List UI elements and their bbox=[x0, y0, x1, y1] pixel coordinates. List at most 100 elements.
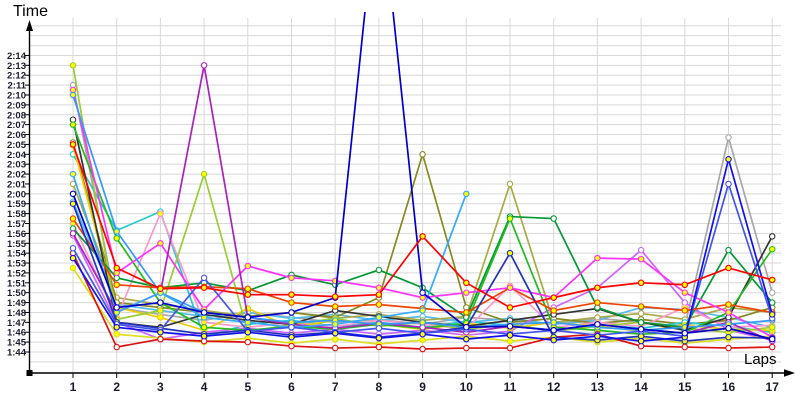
data-point[interactable] bbox=[375, 325, 383, 332]
data-point[interactable] bbox=[69, 244, 77, 252]
data-point[interactable] bbox=[637, 337, 645, 345]
data-point[interactable] bbox=[244, 285, 252, 292]
data-point[interactable] bbox=[331, 335, 339, 343]
data-point[interactable] bbox=[768, 311, 776, 318]
data-point[interactable] bbox=[157, 240, 164, 247]
data-point[interactable] bbox=[331, 293, 339, 300]
data-point[interactable] bbox=[244, 338, 252, 346]
data-point[interactable] bbox=[725, 301, 732, 308]
data-point[interactable] bbox=[288, 291, 295, 298]
data-point[interactable] bbox=[725, 264, 732, 272]
data-point[interactable] bbox=[506, 180, 514, 188]
data-point[interactable] bbox=[69, 170, 77, 178]
data-point[interactable] bbox=[419, 151, 426, 158]
data-point[interactable] bbox=[768, 276, 776, 284]
data-point[interactable] bbox=[725, 309, 732, 316]
data-point[interactable] bbox=[594, 284, 601, 291]
data-point[interactable] bbox=[550, 327, 557, 334]
data-point[interactable] bbox=[768, 233, 776, 240]
data-point[interactable] bbox=[419, 307, 426, 314]
data-point[interactable] bbox=[288, 274, 295, 282]
data-point[interactable] bbox=[375, 284, 383, 291]
data-point[interactable] bbox=[637, 246, 645, 254]
data-point[interactable] bbox=[506, 331, 514, 339]
data-point[interactable] bbox=[419, 233, 426, 240]
data-point[interactable] bbox=[244, 291, 252, 298]
data-point[interactable] bbox=[681, 307, 689, 314]
data-point[interactable] bbox=[681, 289, 689, 296]
data-point[interactable] bbox=[637, 326, 645, 333]
data-point[interactable] bbox=[419, 336, 426, 344]
data-point[interactable] bbox=[375, 266, 383, 274]
data-point[interactable] bbox=[244, 314, 252, 321]
data-point[interactable] bbox=[463, 289, 470, 296]
data-point[interactable] bbox=[331, 344, 339, 352]
data-point[interactable] bbox=[506, 284, 514, 291]
data-point[interactable] bbox=[725, 246, 732, 254]
data-point[interactable] bbox=[550, 307, 557, 314]
data-point[interactable] bbox=[200, 309, 208, 316]
data-point[interactable] bbox=[768, 289, 776, 296]
data-point[interactable] bbox=[768, 245, 776, 253]
data-point[interactable] bbox=[463, 335, 470, 343]
data-point[interactable] bbox=[375, 334, 383, 342]
data-point[interactable] bbox=[506, 304, 514, 311]
data-point[interactable] bbox=[244, 328, 252, 336]
data-point[interactable] bbox=[288, 342, 295, 350]
data-point[interactable] bbox=[157, 335, 164, 343]
data-point[interactable] bbox=[419, 289, 426, 296]
data-point[interactable] bbox=[200, 324, 208, 331]
data-point[interactable] bbox=[69, 200, 77, 207]
data-point[interactable] bbox=[69, 121, 77, 128]
data-point[interactable] bbox=[157, 285, 164, 292]
data-point[interactable] bbox=[419, 319, 426, 326]
data-point[interactable] bbox=[157, 299, 164, 306]
data-point[interactable] bbox=[331, 329, 339, 337]
data-point[interactable] bbox=[637, 255, 645, 263]
data-point[interactable] bbox=[113, 235, 120, 242]
data-point[interactable] bbox=[637, 319, 645, 326]
data-point[interactable] bbox=[506, 249, 514, 257]
data-point[interactable] bbox=[288, 333, 295, 341]
data-point[interactable] bbox=[463, 324, 470, 331]
data-point[interactable] bbox=[69, 141, 77, 148]
data-point[interactable] bbox=[463, 190, 470, 198]
data-point[interactable] bbox=[69, 215, 77, 222]
data-point[interactable] bbox=[375, 301, 383, 308]
data-point[interactable] bbox=[725, 325, 732, 332]
data-point[interactable] bbox=[113, 264, 120, 272]
data-point[interactable] bbox=[506, 337, 514, 345]
data-point[interactable] bbox=[506, 215, 514, 222]
data-point[interactable] bbox=[69, 254, 77, 262]
data-point[interactable] bbox=[113, 228, 120, 235]
data-point[interactable] bbox=[69, 264, 77, 272]
data-point[interactable] bbox=[288, 309, 295, 316]
data-point[interactable] bbox=[375, 291, 383, 298]
data-point[interactable] bbox=[725, 155, 732, 163]
data-point[interactable] bbox=[725, 333, 732, 341]
data-point[interactable] bbox=[288, 299, 295, 306]
data-point[interactable] bbox=[550, 319, 557, 326]
data-point[interactable] bbox=[331, 303, 339, 310]
data-point[interactable] bbox=[637, 279, 645, 287]
data-point[interactable] bbox=[637, 303, 645, 310]
data-point[interactable] bbox=[419, 345, 426, 353]
data-point[interactable] bbox=[768, 324, 776, 331]
data-point[interactable] bbox=[113, 330, 120, 338]
data-point[interactable] bbox=[768, 335, 776, 343]
data-point[interactable] bbox=[506, 323, 514, 330]
data-point[interactable] bbox=[69, 190, 77, 198]
data-point[interactable] bbox=[69, 62, 77, 69]
data-point[interactable] bbox=[157, 314, 164, 321]
data-point[interactable] bbox=[594, 254, 601, 262]
data-point[interactable] bbox=[463, 279, 470, 287]
data-point[interactable] bbox=[725, 180, 732, 188]
data-point[interactable] bbox=[69, 91, 77, 99]
data-point[interactable] bbox=[157, 328, 164, 336]
data-point[interactable] bbox=[637, 310, 645, 317]
data-point[interactable] bbox=[594, 299, 601, 306]
data-point[interactable] bbox=[200, 170, 208, 178]
data-point[interactable] bbox=[681, 329, 689, 337]
data-point[interactable] bbox=[375, 343, 383, 351]
data-point[interactable] bbox=[725, 134, 732, 141]
